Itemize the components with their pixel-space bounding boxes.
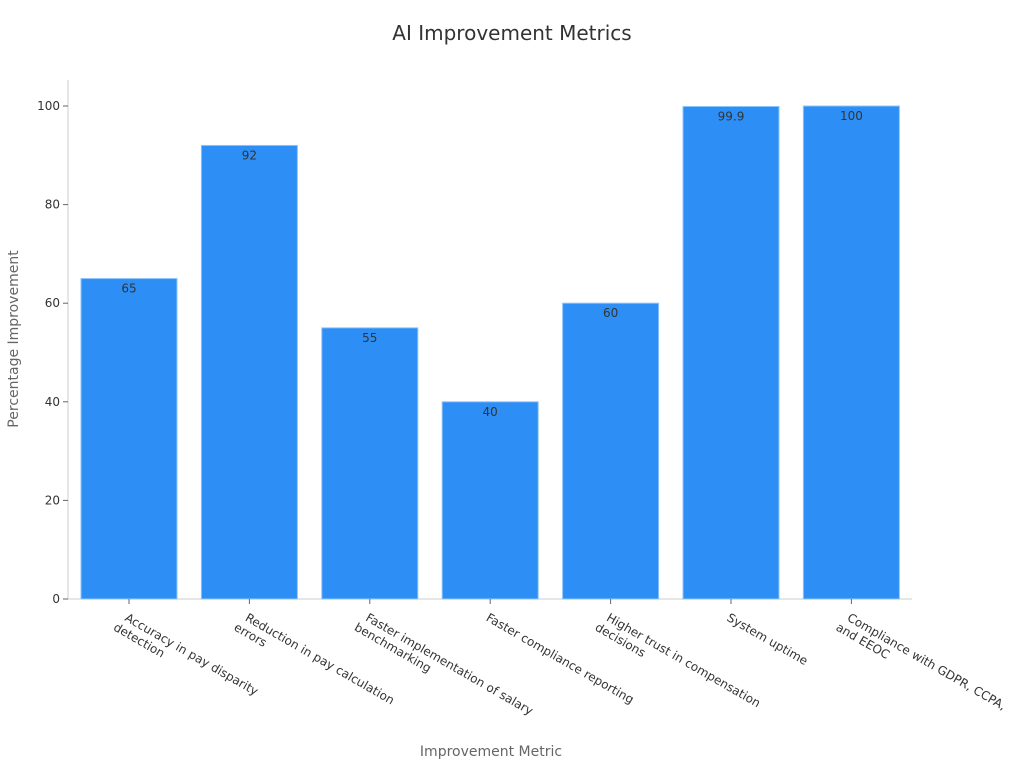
x-ticks: Accuracy in pay disparitydetection Reduct… [111, 599, 1009, 725]
bar [802, 105, 900, 600]
x-axis-label: Improvement Metric [420, 744, 562, 760]
bars: 65 92 55 40 60 99.9 100 [80, 105, 900, 600]
y-tick-label: 0 [52, 592, 60, 606]
bar-value-label: 99.9 [718, 109, 745, 123]
bar [200, 144, 298, 600]
bar-value-label: 55 [362, 331, 377, 345]
y-tick-label: 20 [45, 493, 60, 507]
bar-value-label: 100 [840, 109, 863, 123]
bar [562, 302, 660, 600]
bar-value-label: 40 [483, 405, 498, 419]
x-tick-label-line: Compliance with GDPR, CCPA, [845, 610, 1009, 712]
y-tick-label: 60 [45, 296, 60, 310]
bar [321, 327, 419, 600]
y-tick-label: 100 [37, 99, 60, 113]
y-tick-label: 40 [45, 395, 60, 409]
y-ticks: 0 20 40 60 80 100 [37, 99, 68, 606]
bar-value-label: 60 [603, 306, 618, 320]
x-tick-label-line: System uptime [725, 610, 811, 668]
y-axis-label: Percentage Improvement [6, 250, 22, 428]
x-tick-label: System uptime [725, 610, 811, 668]
y-tick-label: 80 [45, 198, 60, 212]
bar [441, 401, 539, 600]
x-tick-label: Compliance with GDPR, CCPA,and EEOC [834, 608, 1009, 725]
bar [682, 105, 780, 600]
bar-value-label: 65 [121, 282, 136, 296]
chart-title: AI Improvement Metrics [392, 21, 631, 45]
bar-value-label: 92 [242, 148, 257, 162]
bar [80, 278, 178, 600]
